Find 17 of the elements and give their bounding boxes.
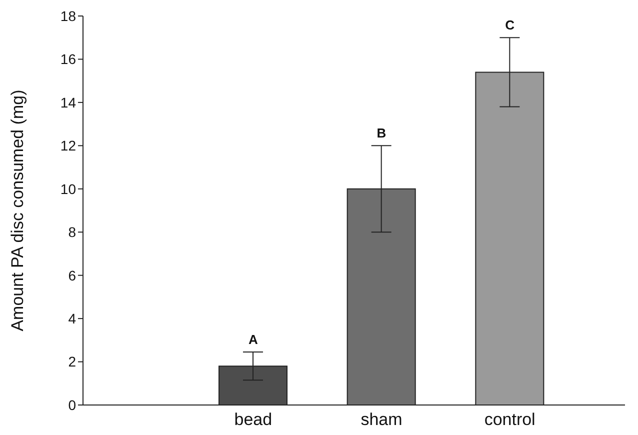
annotation: A	[248, 332, 258, 348]
y-tick-label: 16	[60, 51, 76, 68]
y-tick-label: 12	[60, 138, 76, 154]
x-tick-label: sham	[360, 410, 402, 430]
y-tick-label: 8	[68, 224, 76, 240]
annotation: C	[505, 18, 516, 33]
y-tick-label: 6	[68, 267, 76, 284]
annotation: B	[376, 126, 386, 141]
y-axis-title: Amount PA disc consumed (mg)	[8, 90, 28, 332]
x-tick-label: bead	[234, 410, 272, 430]
y-tick-label: 10	[60, 180, 76, 197]
x-tick-label: control	[484, 410, 536, 430]
y-tick-label: 4	[68, 310, 76, 327]
y-tick-label: 18	[60, 8, 76, 24]
y-tick-label: 2	[68, 354, 76, 370]
y-tick-label: 0	[68, 396, 76, 413]
y-tick-label: 14	[60, 94, 76, 110]
